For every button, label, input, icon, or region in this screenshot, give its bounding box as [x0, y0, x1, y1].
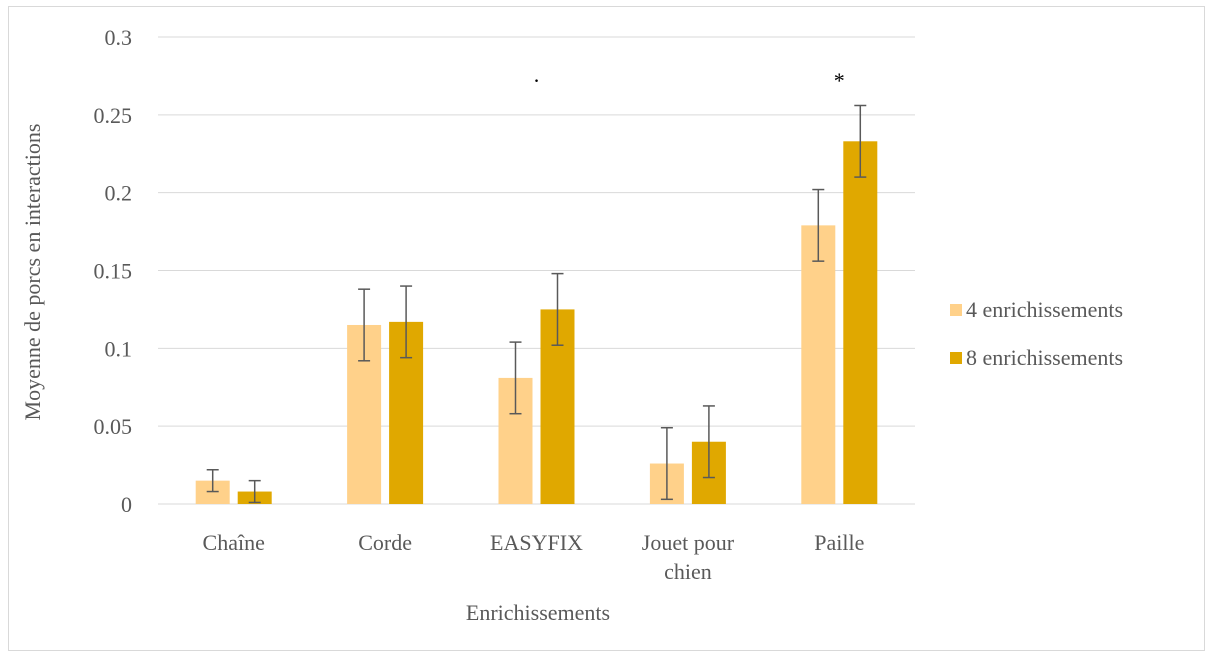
category-label: Jouet pour chien — [642, 530, 735, 584]
category-label-line: Paille — [814, 530, 864, 555]
legend-label: 4 enrichissements — [966, 297, 1123, 322]
significance-marker: · — [533, 68, 540, 93]
significance-marker: * — [834, 68, 845, 93]
bar — [801, 225, 836, 504]
category-label-line: chien — [664, 559, 712, 584]
legend-label: 8 enrichissements — [966, 345, 1123, 370]
y-tick-label: 0.25 — [94, 103, 133, 128]
y-tick-label: 0.2 — [105, 181, 133, 206]
gridlines — [158, 36, 915, 505]
category-label: Paille — [814, 530, 864, 555]
significance-annotations: · * — [533, 68, 845, 93]
bar — [843, 141, 878, 504]
category-labels: Chaîne Corde EASYFIX Jouet pour chien Paille — [203, 530, 865, 584]
y-tick-label: 0.3 — [105, 25, 133, 50]
legend: 4 enrichissements 8 enrichissements — [950, 297, 1123, 370]
category-label: EASYFIX — [490, 530, 583, 555]
y-tick-labels: 0 0.05 0.1 0.15 0.2 0.25 0.3 — [94, 25, 133, 517]
category-label-line: EASYFIX — [490, 530, 583, 555]
bar — [195, 480, 230, 504]
y-tick-label: 0.05 — [94, 414, 133, 439]
category-label-line: Jouet pour — [642, 530, 735, 555]
legend-swatch — [950, 352, 962, 364]
x-axis-title: Enrichissements — [466, 600, 610, 625]
y-tick-label: 0.1 — [105, 336, 133, 361]
chart-frame — [8, 6, 1205, 651]
bars — [195, 141, 878, 504]
legend-swatch — [950, 304, 962, 316]
category-label-line: Chaîne — [203, 530, 265, 555]
y-tick-label: 0 — [121, 492, 132, 517]
category-label: Corde — [358, 530, 412, 555]
y-tick-label: 0.15 — [94, 259, 133, 284]
y-axis-title: Moyenne de porcs en interactions — [20, 124, 45, 421]
error-bars — [206, 104, 867, 504]
category-label: Chaîne — [203, 530, 265, 555]
category-label-line: Corde — [358, 530, 412, 555]
